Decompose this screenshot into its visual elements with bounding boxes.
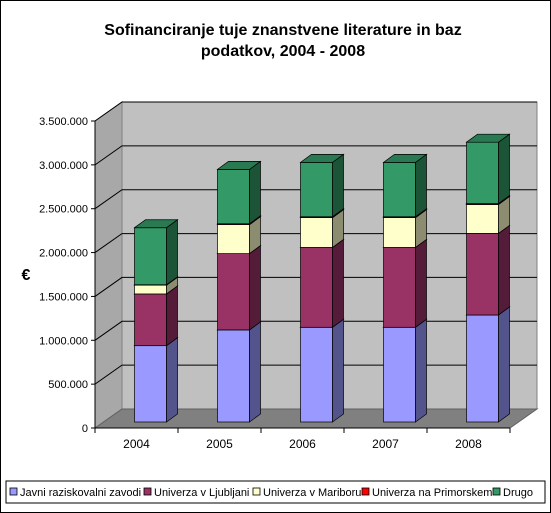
legend-swatch	[143, 487, 152, 496]
bar-front	[217, 224, 250, 254]
bar-front	[134, 345, 167, 423]
legend-box	[5, 480, 546, 504]
bar-front	[134, 293, 167, 347]
bar-segment	[465, 133, 511, 205]
bar-front	[134, 284, 167, 295]
y-tick-label: 1.000.000	[39, 335, 88, 347]
bar-top	[382, 154, 428, 163]
legend-label: Univerza v Mariboru	[263, 487, 361, 499]
legend-label: Univerza na Primorskem	[372, 487, 492, 499]
bar-side	[415, 238, 427, 328]
bar-front	[466, 233, 499, 316]
bar-front	[466, 204, 499, 234]
bar-segment	[216, 244, 262, 331]
bar-front	[217, 329, 250, 423]
bar-segment	[299, 318, 345, 423]
y-tick-label: 2.000.000	[39, 248, 88, 260]
bar-front	[217, 169, 250, 225]
x-tick-label: 2008	[455, 437, 482, 451]
y-axis-label: €	[22, 267, 31, 284]
bar-segment	[133, 219, 179, 286]
gridline	[94, 145, 537, 166]
bar-segment	[382, 318, 428, 423]
bar-segment	[216, 160, 262, 225]
bar-front	[383, 162, 416, 218]
bar-side	[415, 153, 427, 218]
bar-front	[300, 247, 333, 328]
bar-side	[249, 321, 261, 423]
bar-side	[249, 160, 261, 225]
bar-side	[332, 238, 344, 328]
legend: Javni raziskovalni zavodi Univerza v Ljub…	[5, 480, 546, 504]
bar-front	[383, 247, 416, 328]
bar-segment	[382, 238, 428, 328]
chart-title-line-1: Sofinanciranje tuje znanstvene literatur…	[104, 22, 461, 39]
legend-swatch	[9, 487, 18, 496]
y-tick-label: 500.000	[48, 379, 88, 391]
bar-side	[166, 219, 178, 286]
bar-segment	[299, 238, 345, 328]
plot-area: 0 500.000 1.000.000 1.500.000 2.000.000 2.500…	[39, 101, 539, 451]
y-tick-label: 1.500.000	[39, 291, 88, 303]
bar-side	[249, 244, 261, 331]
bar-segment	[216, 215, 262, 255]
bar-top	[133, 219, 179, 229]
bar-segment	[133, 285, 179, 347]
y-tick-label: 2.500.000	[39, 204, 88, 216]
legend-swatch	[252, 487, 261, 496]
bar-front	[466, 314, 499, 423]
bar-front	[300, 326, 333, 423]
bar-segment	[465, 306, 511, 423]
bar-front	[217, 253, 250, 331]
legend-label: Univerza v Ljubljani	[154, 487, 249, 499]
bar-side	[166, 337, 178, 423]
bar-top	[299, 154, 345, 163]
bar-front	[383, 326, 416, 423]
bar-side	[332, 318, 344, 423]
bar-side	[332, 153, 344, 218]
y-tick-label: 3.500.000	[39, 116, 88, 128]
legend-swatch	[361, 487, 370, 496]
bar-side	[166, 285, 178, 347]
side-wall	[94, 101, 123, 429]
y-tick-label: 3.000.000	[39, 160, 88, 172]
bar-top	[465, 133, 511, 143]
bar-front	[466, 141, 499, 204]
x-tick-label: 2004	[123, 437, 150, 451]
bar-side	[498, 306, 510, 423]
y-tick-label: 0	[82, 423, 88, 435]
x-tick-label: 2005	[206, 437, 233, 451]
chart-title-line-2: podatkov, 2004 - 2008	[201, 43, 365, 60]
bar-front	[134, 227, 167, 286]
gridline	[94, 101, 537, 122]
bar-side	[415, 318, 427, 423]
bar-side	[498, 133, 510, 205]
bar-segment	[133, 337, 179, 423]
legend-swatch	[492, 487, 501, 496]
bar-top	[216, 161, 262, 170]
legend-label: Javni raziskovalni zavodi	[20, 487, 141, 499]
legend-label: Drugo	[503, 487, 533, 499]
bar-front	[383, 217, 416, 248]
bar-front	[300, 217, 333, 248]
x-tick-label: 2007	[372, 437, 399, 451]
bar-side	[498, 224, 510, 316]
bar-segment	[299, 153, 345, 218]
bar-segment	[465, 224, 511, 316]
bar-segment	[216, 321, 262, 423]
x-tick-label: 2006	[289, 437, 316, 451]
bar-segment	[382, 153, 428, 218]
bar-front	[300, 162, 333, 218]
